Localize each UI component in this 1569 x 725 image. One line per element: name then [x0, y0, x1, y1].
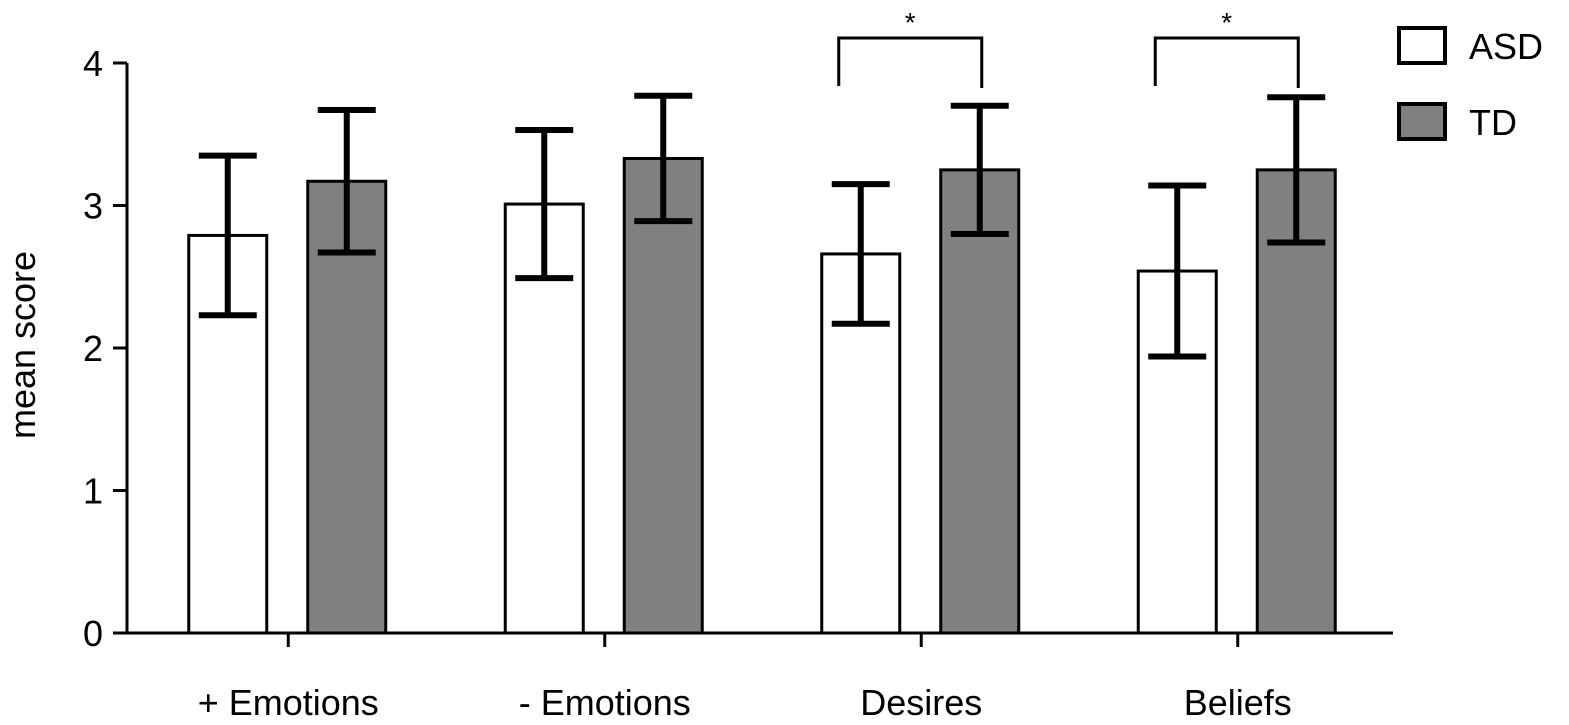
- x-axis: + Emotions - Emotions Desires Beliefs: [127, 631, 1393, 723]
- x-category-label: + Emotions: [198, 682, 379, 723]
- significance-bracket: [1153, 36, 1300, 88]
- x-category-label: Desires: [860, 682, 982, 723]
- legend-swatch-td: [1397, 102, 1447, 141]
- significance-star: *: [1221, 7, 1232, 38]
- significance-bracket: [837, 36, 984, 88]
- significance-star: *: [905, 7, 916, 38]
- y-axis: 0 1 2 3 4: [83, 43, 129, 654]
- legend-label-asd: ASD: [1469, 26, 1543, 67]
- legend-swatch-asd: [1397, 26, 1447, 65]
- y-tick-label: 2: [83, 328, 103, 369]
- bar-td-1: [622, 156, 704, 635]
- x-category-label: - Emotions: [519, 682, 691, 723]
- error-bars: [198, 92, 1326, 360]
- significance-brackets: * *: [837, 7, 1300, 88]
- y-tick-label: 0: [83, 613, 103, 654]
- y-tick-label: 4: [83, 43, 103, 84]
- y-tick-label: 1: [83, 471, 103, 512]
- legend: ASD TD: [1397, 26, 1543, 143]
- bar-td-2: [939, 168, 1021, 635]
- y-tick-label: 3: [83, 186, 103, 227]
- x-category-label: Beliefs: [1184, 682, 1292, 723]
- bar-td-0: [306, 179, 388, 635]
- y-axis-label: mean score: [2, 251, 43, 439]
- legend-label-td: TD: [1469, 102, 1517, 143]
- bars: [187, 156, 1337, 635]
